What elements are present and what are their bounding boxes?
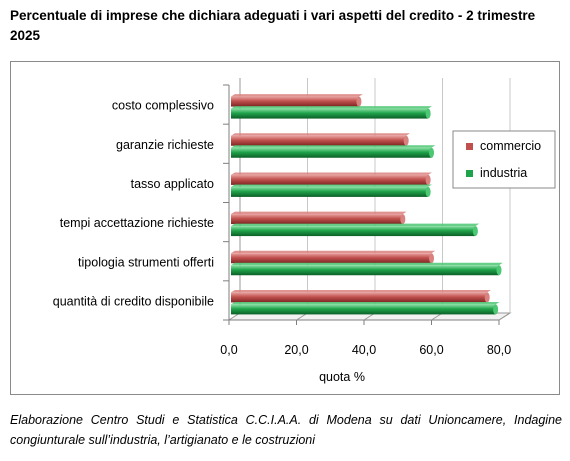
category-label: tempi accettazione richieste — [60, 216, 214, 230]
bar-industria — [231, 106, 432, 119]
bar-industria — [231, 301, 500, 315]
x-tick-label: 20,0 — [284, 343, 308, 357]
bar-commercio — [231, 289, 492, 303]
x-axis-title: quota % — [319, 370, 365, 384]
category-label: tipologia strumenti offerti — [78, 255, 214, 269]
category-label: tasso applicato — [131, 177, 214, 191]
bar-commercio — [231, 94, 363, 107]
chart-caption: Elaborazione Centro Studi e Statistica C… — [10, 413, 562, 447]
legend-swatch-commercio — [466, 143, 473, 150]
bar-commercio — [231, 211, 407, 225]
bar-industria — [231, 184, 432, 197]
x-grid-floor-line — [498, 312, 511, 321]
bar-commercio — [231, 250, 436, 264]
category-label: costo complessivo — [112, 99, 214, 113]
legend-label-commercio: commercio — [480, 139, 541, 153]
category-label: quantità di credito disponibile — [53, 294, 214, 308]
bar-industria — [231, 262, 503, 276]
legend-label-industria: industria — [480, 166, 527, 180]
bar-industria — [231, 223, 480, 237]
legend-swatch-industria — [466, 170, 473, 177]
bar-industria — [231, 145, 436, 158]
bar-commercio — [231, 133, 411, 146]
x-tick-label: 80,0 — [487, 343, 511, 357]
bar-commercio — [231, 172, 432, 185]
x-tick-label: 0,0 — [220, 343, 237, 357]
legend: commercio industria — [452, 130, 556, 189]
x-tick-label: 60,0 — [419, 343, 443, 357]
chart-title: Percentuale di imprese che dichiara adeg… — [10, 8, 536, 43]
x-tick-label: 40,0 — [352, 343, 376, 357]
category-label: garanzie richieste — [116, 138, 214, 152]
